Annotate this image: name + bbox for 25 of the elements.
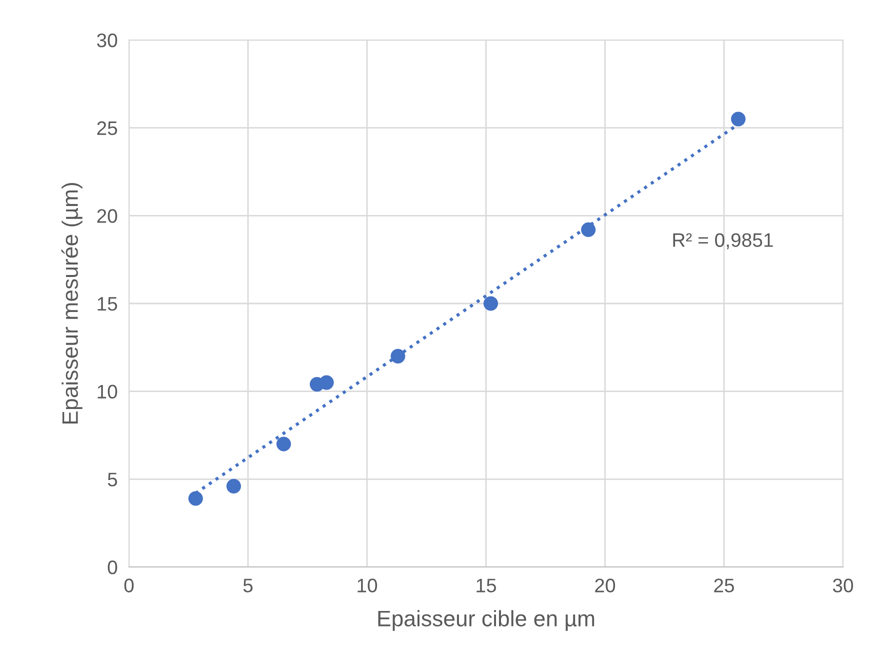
x-tick-label: 5 <box>243 578 253 592</box>
y-tick-label: 30 <box>97 33 118 48</box>
point <box>319 375 334 390</box>
y-tick-label: 20 <box>97 209 118 223</box>
point <box>390 348 406 364</box>
y-axis-title: Epaisseur mesurée (µm) <box>61 183 82 424</box>
x-tick-label: 15 <box>476 578 496 592</box>
y-tick-label: 0 <box>108 560 118 574</box>
x-tick-label: 20 <box>595 578 616 592</box>
x-tick-label: 0 <box>124 578 134 592</box>
y-tick-label: 5 <box>108 472 118 486</box>
y-tick-label: 10 <box>98 384 118 399</box>
x-tick-label: 10 <box>358 578 378 592</box>
annotation: R² = 0,9851 <box>673 233 773 250</box>
point <box>581 222 596 238</box>
point <box>483 296 498 311</box>
point <box>226 478 242 494</box>
point <box>730 112 746 126</box>
x-tick-label: 30 <box>832 578 854 592</box>
x-axis-title: Epaisseur cible en µm <box>378 610 594 631</box>
point <box>188 491 203 506</box>
y-tick-label: 25 <box>97 121 118 136</box>
point <box>276 436 291 452</box>
x-tick-label: 25 <box>714 578 734 592</box>
y-tick-label: 15 <box>98 297 118 311</box>
